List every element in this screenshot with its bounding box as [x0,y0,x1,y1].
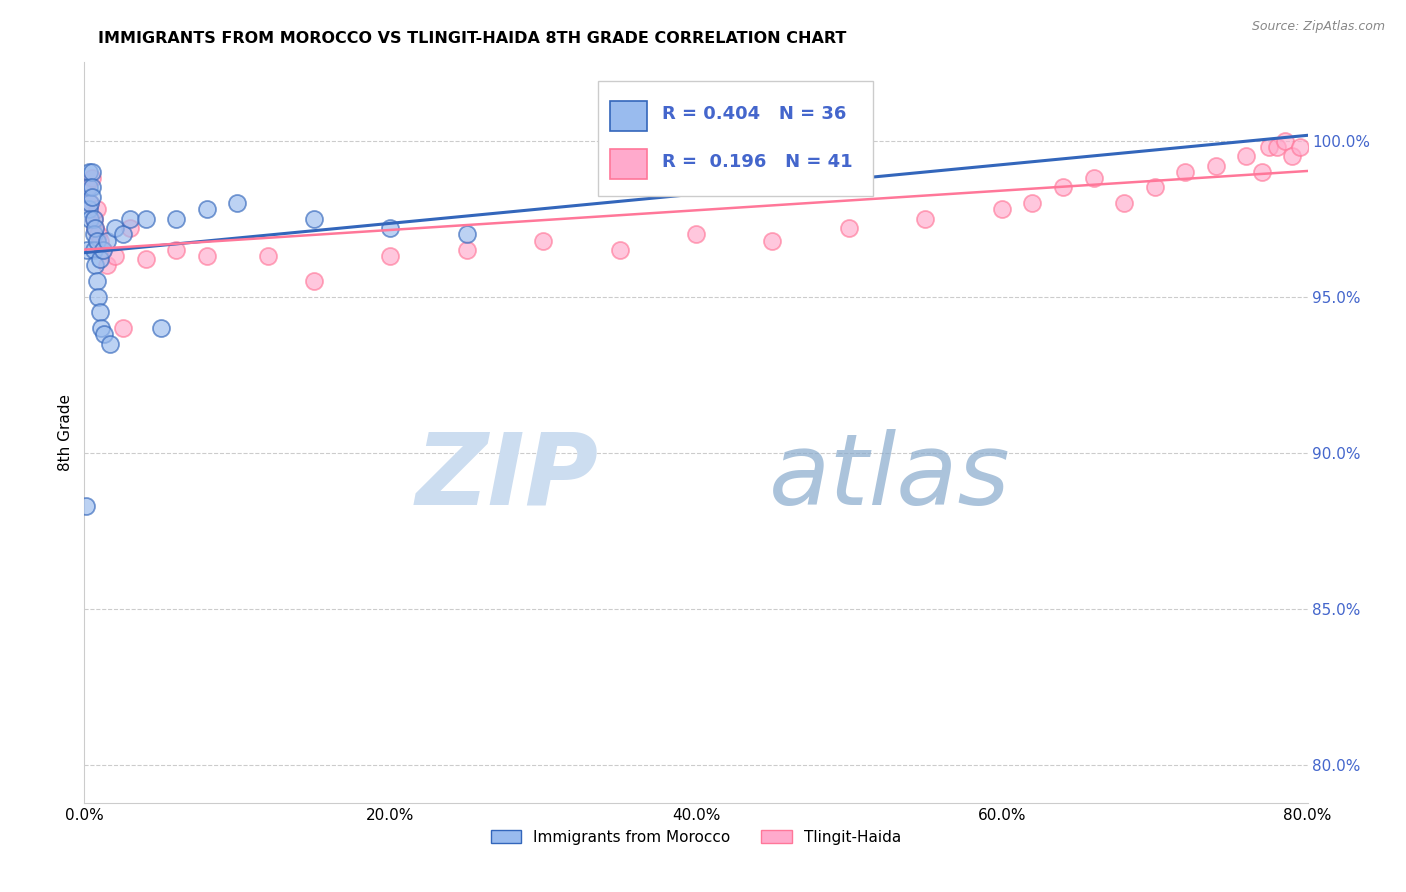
Point [75,499,97,513]
Point [1289,140,1312,154]
Point [165,211,187,226]
FancyBboxPatch shape [610,149,647,178]
Point [1250,165,1272,179]
Point [1274,134,1296,148]
Point [380,249,402,263]
Point [96,234,118,248]
Point [1083,171,1105,186]
Point [98,336,121,351]
Point [914,211,936,226]
Point [83,243,105,257]
Point [83,211,105,226]
Point [1143,180,1166,194]
Point [77,180,100,194]
Point [89,234,111,248]
Point [91,243,114,257]
Point [302,274,325,288]
Point [76,243,98,257]
Point [135,252,157,267]
Point [456,243,478,257]
Point [1052,180,1074,194]
Point [380,221,402,235]
Point [1258,140,1281,154]
Point [120,211,142,226]
Point [1114,196,1136,211]
Point [79,196,101,211]
Point [609,243,631,257]
Point [531,234,554,248]
Legend: Immigrants from Morocco, Tlingit-Haida: Immigrants from Morocco, Tlingit-Haida [485,823,907,851]
Point [104,249,127,263]
Point [80,190,103,204]
Point [86,202,108,217]
Text: ZIP: ZIP [415,428,598,525]
Text: R =  0.196   N = 41: R = 0.196 N = 41 [662,153,852,171]
Point [96,259,118,273]
Point [83,227,105,242]
Point [1205,159,1227,173]
Y-axis label: 8th Grade: 8th Grade [58,394,73,471]
Point [120,221,142,235]
Point [87,290,110,304]
Point [165,243,187,257]
FancyBboxPatch shape [610,101,647,130]
Point [1021,196,1043,211]
Text: Source: ZipAtlas.com: Source: ZipAtlas.com [1251,20,1385,33]
Point [838,221,860,235]
Point [111,321,134,335]
Point [991,202,1014,217]
Text: IMMIGRANTS FROM MOROCCO VS TLINGIT-HAIDA 8TH GRADE CORRELATION CHART: IMMIGRANTS FROM MOROCCO VS TLINGIT-HAIDA… [98,31,846,46]
FancyBboxPatch shape [598,81,873,195]
Point [226,196,249,211]
Point [91,243,114,257]
Point [1265,140,1288,154]
Point [90,321,112,335]
Point [89,305,111,319]
Point [84,221,107,235]
Text: atlas: atlas [769,428,1011,525]
Point [80,165,103,179]
Point [86,234,108,248]
Point [149,321,172,335]
Point [195,202,218,217]
Point [86,274,108,288]
Point [302,211,325,226]
Point [89,252,111,267]
Point [79,196,101,211]
Point [761,234,783,248]
Point [1281,149,1303,163]
Point [111,227,134,242]
Point [1236,149,1258,163]
Point [77,202,100,217]
Point [195,249,218,263]
Point [93,327,115,342]
Point [135,211,157,226]
Point [104,221,127,235]
Point [76,180,98,194]
Point [83,211,105,226]
Point [257,249,280,263]
Point [87,227,110,242]
Point [79,211,101,226]
Point [456,227,478,242]
Point [77,165,100,179]
Point [84,221,107,235]
Point [84,259,107,273]
Point [685,227,707,242]
Point [1174,165,1197,179]
Point [80,180,103,194]
Point [80,171,103,186]
Text: R = 0.404   N = 36: R = 0.404 N = 36 [662,105,846,123]
